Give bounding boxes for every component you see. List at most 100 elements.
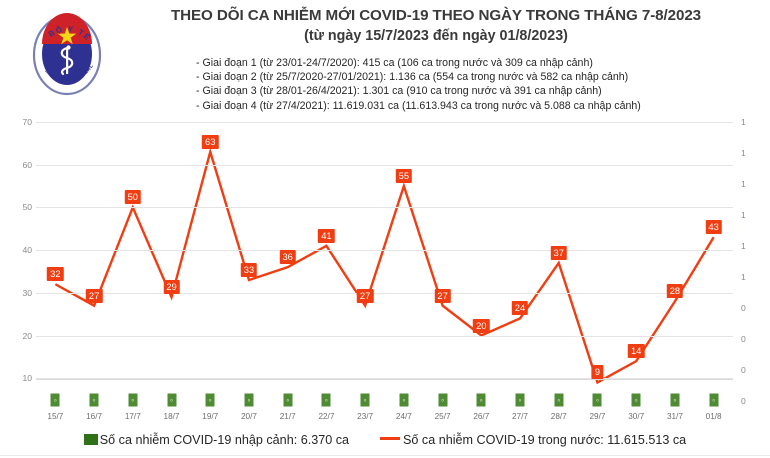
x-axis-label: 29/7 (589, 412, 606, 421)
x-axis-label: 30/7 (628, 412, 645, 421)
data-label: 32 (47, 267, 64, 282)
imported-cases-marker: 0 (167, 393, 177, 407)
x-axis-baseline (36, 379, 733, 380)
green-square-icon (83, 433, 98, 445)
y-tick-left: 40 (22, 245, 32, 256)
y-tick-right: 1 (741, 210, 746, 221)
gridline (36, 335, 733, 337)
phase-line-3: - Giai đoạn 3 (từ 28/01-26/4/2021): 1.30… (196, 85, 602, 98)
gridline (36, 164, 733, 166)
imported-cases-marker: 0 (709, 393, 719, 407)
y-tick-right: 0 (741, 303, 746, 314)
y-tick-right: 1 (741, 272, 746, 283)
y-tick-left: 10 (22, 373, 32, 384)
y-tick-left: 20 (22, 330, 32, 341)
x-axis-label: 18/7 (163, 412, 180, 421)
data-label: 20 (473, 318, 490, 333)
x-axis-label: 21/7 (279, 412, 296, 421)
red-line-icon (380, 436, 401, 440)
x-axis-label: 24/7 (395, 412, 412, 421)
imported-cases-marker: 0 (89, 393, 99, 407)
x-axis-label: 27/7 (512, 412, 528, 421)
y-tick-right: 0 (741, 396, 746, 407)
data-label: 63 (202, 134, 219, 149)
phase-line-1: - Giai đoạn 1 (từ 23/01-24/7/2020): 415 … (196, 57, 593, 69)
phase-summary-list: - Giai đoạn 1 (từ 23/01-24/7/2020): 415 … (196, 56, 766, 113)
gridline (36, 292, 733, 294)
data-label: 43 (705, 220, 722, 235)
imported-cases-marker: 0 (592, 393, 602, 407)
gridline (36, 378, 733, 380)
imported-cases-marker: 0 (399, 393, 409, 407)
page-subtitle: (từ ngày 15/7/2023 đến ngày 01/8/2023) (304, 28, 568, 44)
y-tick-left: 50 (22, 202, 32, 213)
data-label: 27 (85, 288, 103, 303)
legend-label-domestic: Số ca nhiễm COVID-19 trong nước: 11.615.… (403, 432, 687, 447)
x-axis-label: 20/7 (241, 412, 257, 421)
x-axis-label: 25/7 (434, 412, 451, 421)
data-label: 36 (279, 250, 296, 265)
imported-cases-marker: 0 (631, 393, 641, 407)
data-label: 41 (318, 228, 335, 243)
x-axis-label: 16/7 (86, 412, 103, 421)
x-axis-label: 17/7 (124, 412, 141, 421)
data-label: 24 (511, 301, 529, 316)
imported-cases-marker: 0 (360, 393, 370, 407)
imported-cases-marker: 0 (515, 393, 525, 407)
y-tick-right: 0 (741, 365, 746, 376)
legend-item-domestic: Số ca nhiễm COVID-19 trong nước: 11.615.… (380, 433, 686, 447)
x-axis-label: 23/7 (357, 412, 374, 421)
phase-line-2: - Giai đoạn 2 (từ 25/7/2020-27/01/2021):… (196, 71, 629, 84)
legend-label-imported: Số ca nhiễm COVID-19 nhập cảnh: 6.370 ca (99, 432, 350, 447)
imported-cases-marker: 0 (128, 393, 138, 407)
imported-cases-marker: 0 (283, 393, 293, 407)
imported-cases-marker: 0 (321, 393, 331, 407)
imported-cases-marker: 0 (205, 393, 215, 407)
data-label: 37 (550, 245, 567, 260)
data-label: 55 (395, 169, 413, 184)
x-axis-label: 19/7 (202, 412, 219, 421)
imported-cases-marker: 0 (438, 393, 448, 407)
imported-cases-marker: 0 (670, 393, 680, 407)
x-axis-label: 01/8 (705, 412, 722, 421)
data-label: 50 (124, 190, 142, 205)
y-tick-right: 1 (741, 241, 746, 252)
line-path (54, 147, 715, 385)
gridline (36, 250, 733, 252)
y-tick-left: 60 (22, 159, 32, 170)
bottom-divider (0, 455, 770, 456)
y-tick-right: 0 (741, 334, 746, 345)
data-label: 33 (240, 262, 258, 277)
y-tick-right: 1 (741, 179, 746, 190)
data-label: 29 (163, 280, 180, 295)
x-axis-label: 22/7 (318, 412, 335, 421)
y-tick-right: 1 (741, 148, 746, 159)
y-tick-left: 70 (22, 117, 32, 127)
gridline (36, 207, 733, 209)
data-label: 9 (591, 365, 604, 380)
data-label: 28 (666, 284, 684, 299)
imported-cases-marker: 0 (244, 393, 254, 407)
phase-line-4: - Giai đoạn 4 (từ 27/4/2021): 11.619.031… (196, 99, 641, 112)
x-axis-label: 31/7 (666, 412, 683, 421)
y-tick-left: 30 (22, 287, 32, 298)
chart-legend: Số ca nhiễm COVID-19 nhập cảnh: 6.370 ca… (0, 432, 770, 458)
imported-cases-marker: 0 (554, 393, 564, 407)
x-axis-label: 28/7 (550, 412, 567, 421)
page-title: THEO DÕI CA NHIỄM MỚI COVID-19 THEO NGÀY… (170, 7, 702, 24)
x-axis-label: 26/7 (473, 412, 490, 421)
data-label: 14 (627, 344, 645, 359)
title-block: THEO DÕI CA NHIỄM MỚI COVID-19 THEO NGÀY… (110, 6, 762, 46)
y-tick-right: 1 (741, 117, 746, 127)
data-label: 27 (434, 288, 451, 303)
data-label: 27 (356, 288, 374, 303)
gridline (36, 122, 733, 123)
imported-cases-marker: 0 (476, 393, 486, 407)
x-axis-label: 15/7 (47, 412, 64, 421)
legend-item-imported: Số ca nhiễm COVID-19 nhập cảnh: 6.370 ca (83, 432, 350, 447)
